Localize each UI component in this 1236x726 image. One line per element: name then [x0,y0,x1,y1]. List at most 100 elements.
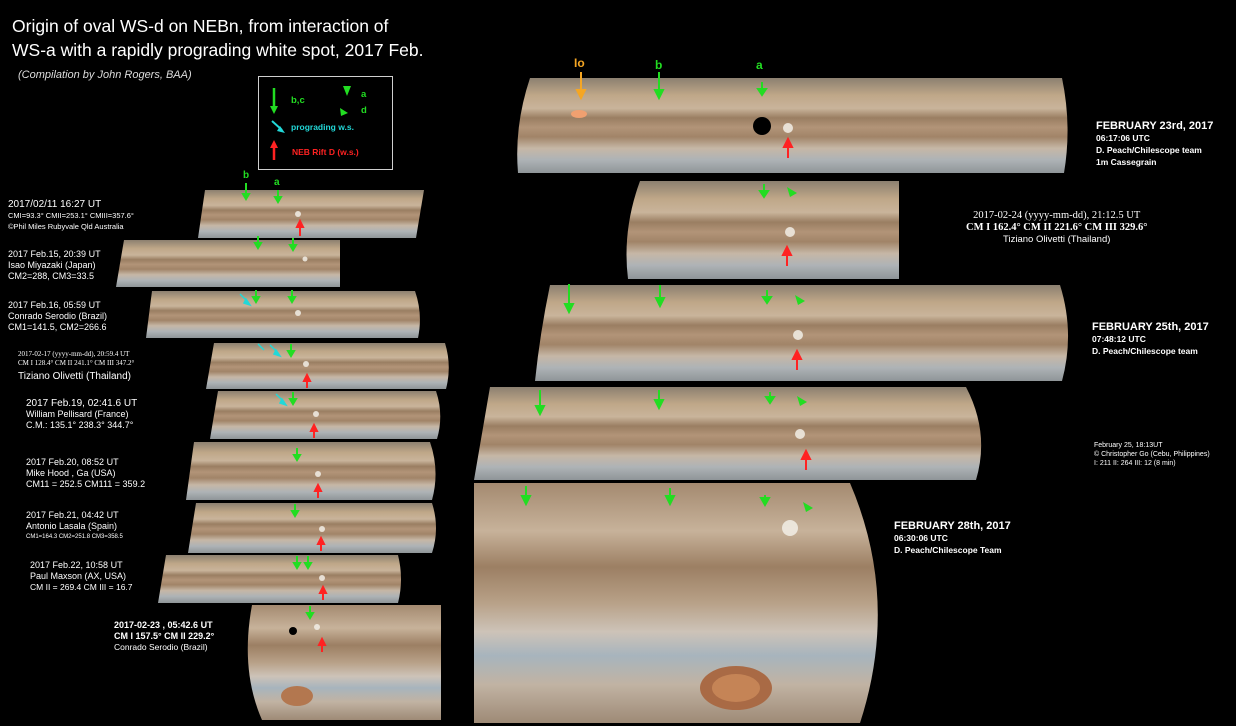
jupiter-image-feb11 [198,190,424,238]
compilation-credit: (Compilation by John Rogers, BAA) [18,69,192,81]
caption-line: CM2=288, CM3=33.5 [8,271,95,281]
legend-bc-label: b,c [291,95,305,106]
caption-feb19: 2017 Feb.19, 02:41.6 UT William Pellisar… [26,398,137,431]
jupiter-image-feb15 [116,240,340,287]
caption-line: Tiziano Olivetti (Thailand) [1003,234,1111,245]
jupiter-image-feb23-serodio [240,605,441,720]
caption-line: CMI=93.3° CMII=253.1° CMIII=357.6° [8,211,134,220]
jupiter-image-feb24 [628,181,899,279]
caption-line: Paul Maxson (AX, USA) [30,571,127,581]
planet-band [518,78,1070,173]
caption-line: Tiziano Olivetti (Thailand) [18,371,132,382]
planet-band [628,181,899,279]
caption-line: 06:30:06 UTC [894,533,948,543]
jupiter-image-feb28 [474,483,884,723]
planet-band [158,555,404,603]
caption-line: © Christopher Go (Cebu, Philippines) [1094,451,1210,458]
caption-line: Conrado Serodio (Brazil) [114,642,208,652]
planet-band [198,190,424,238]
caption-feb21: 2017 Feb.21, 04:42 UT Antonio Lasala (Sp… [26,510,123,543]
caption-line: ©Phil Miles Rubyvale Qld Australia [8,222,124,231]
title-line-2: WS-a with a rapidly prograding white spo… [12,40,424,60]
planet-band [474,387,986,480]
caption-line: William Pellisard (France) [26,409,129,419]
caption-line: Mike Hood , Ga (USA) [26,468,116,478]
caption-line: Conrado Serodio (Brazil) [8,311,108,321]
caption-feb15: 2017 Feb.15, 20:39 UT Isao Miyazaki (Jap… [8,249,101,282]
label-io: Io [574,56,585,70]
jupiter-image-feb16 [146,291,423,338]
label-a-feb11: a [274,177,280,188]
caption-line: 1m Cassegrain [1096,157,1157,167]
jupiter-image-feb17 [206,343,452,389]
caption-line: CM I 162.4° CM II 221.6° CM III 329.6° [966,222,1148,233]
caption-feb17: 2017-02-17 (yyyy-mm-dd), 20:59.4 UT CM I… [18,350,134,382]
caption-heading: February 25, 18:13UT [1094,442,1163,449]
title-line-1: Origin of oval WS-d on NEBn, from intera… [12,16,389,36]
caption-line: 2017-02-17 (yyyy-mm-dd), 20:59.4 UT [18,350,130,358]
planet-disc [240,605,441,720]
jupiter-image-feb23-peach [518,78,1070,173]
caption-feb24: 2017-02-24 (yyyy-mm-dd), 21:12.5 UT CM I… [966,210,1147,246]
caption-line: 2017 Feb.22, 10:58 UT [30,560,123,570]
caption-feb20: 2017 Feb.20, 08:52 UT Mike Hood , Ga (US… [26,457,145,490]
planet-band [210,391,444,439]
label-b: b [655,58,663,72]
jupiter-image-feb25-peach [535,285,1073,381]
caption-line: 2017-02-23 , 05:42.6 UT [114,620,213,630]
caption-line: Antonio Lasala (Spain) [26,521,118,531]
planet-band [206,343,452,389]
jupiter-image-feb25-go [474,387,986,480]
legend-box: b,c a d prograding w.s. NEB Rift D (w.s.… [258,76,393,170]
caption-line: 2017 Feb.16, 05:59 UT [8,300,101,310]
legend-d-label: d [361,105,367,116]
caption-line: D. Peach/Chilescope team [1096,145,1202,155]
caption-feb23-peach: FEBRUARY 23rd, 2017 06:17:06 UTC D. Peac… [1096,120,1213,168]
figure-title: Origin of oval WS-d on NEBn, from intera… [12,14,423,62]
caption-feb25-go: February 25, 18:13UT © Christopher Go (C… [1094,441,1210,468]
caption-line: CM1=141.5, CM2=266.6 [8,322,107,332]
caption-line: CM II = 269.4 CM III = 16.7 [30,582,133,592]
caption-feb23-serodio: 2017-02-23 , 05:42.6 UT CM I 157.5° CM I… [114,620,214,653]
caption-line: 2017 Feb.15, 20:39 UT [8,249,101,259]
caption-feb11: 2017/02/11 16:27 UT CMI=93.3° CMII=253.1… [8,199,134,232]
caption-heading: 2017-02-24 (yyyy-mm-dd), 21:12.5 UT [973,210,1141,221]
caption-line: D. Peach/Chilescope Team [894,545,1002,555]
caption-line: 2017/02/11 16:27 UT [8,199,102,210]
jupiter-image-feb20 [186,442,439,500]
caption-heading: FEBRUARY 28th, 2017 [894,520,1011,532]
legend-prograding-label: prograding w.s. [291,122,354,132]
planet-band [188,503,439,553]
caption-line: 06:17:06 UTC [1096,133,1150,143]
caption-line: 2017 Feb.20, 08:52 UT [26,457,119,467]
planet-band [535,285,1073,381]
jupiter-image-feb21 [188,503,439,553]
jupiter-image-feb22 [158,555,404,603]
planet-band [146,291,423,338]
caption-heading: FEBRUARY 23rd, 2017 [1096,120,1214,132]
legend-a-label: a [361,89,367,100]
caption-line: CM I 157.5° CM II 229.2° [114,631,215,641]
caption-feb16: 2017 Feb.16, 05:59 UT Conrado Serodio (B… [8,300,107,333]
legend-rift-label: NEB Rift D (w.s.) [292,147,359,157]
jupiter-image-feb19 [210,391,444,439]
caption-line: Isao Miyazaki (Japan) [8,260,96,270]
label-a: a [756,58,763,72]
caption-feb22: 2017 Feb.22, 10:58 UT Paul Maxson (AX, U… [30,560,133,593]
caption-line: 07:48:12 UTC [1092,334,1146,344]
caption-line: CM11 = 252.5 CM111 = 359.2 [26,479,146,489]
caption-line: CM1=164.3 CM2=251.8 CM3=358.5 [26,534,123,540]
caption-line: D. Peach/Chilescope team [1092,346,1198,356]
caption-line: I: 211 II: 264 III: 12 (8 min) [1094,460,1176,467]
caption-heading: FEBRUARY 25th, 2017 [1092,321,1209,333]
caption-feb25-peach: FEBRUARY 25th, 2017 07:48:12 UTC D. Peac… [1092,321,1209,357]
caption-line: C.M.: 135.1° 238.3° 344.7° [26,420,134,430]
label-b-feb11: b [243,170,250,181]
planet-disc [474,483,884,723]
caption-line: 2017 Feb.21, 04:42 UT [26,510,119,520]
caption-feb28: FEBRUARY 28th, 2017 06:30:06 UTC D. Peac… [894,520,1011,556]
planet-band [186,442,439,500]
caption-line: CM I 128.4° CM II 241.1° CM III 347.2° [18,359,135,367]
planet-band [116,240,340,287]
caption-line: 2017 Feb.19, 02:41.6 UT [26,398,138,409]
